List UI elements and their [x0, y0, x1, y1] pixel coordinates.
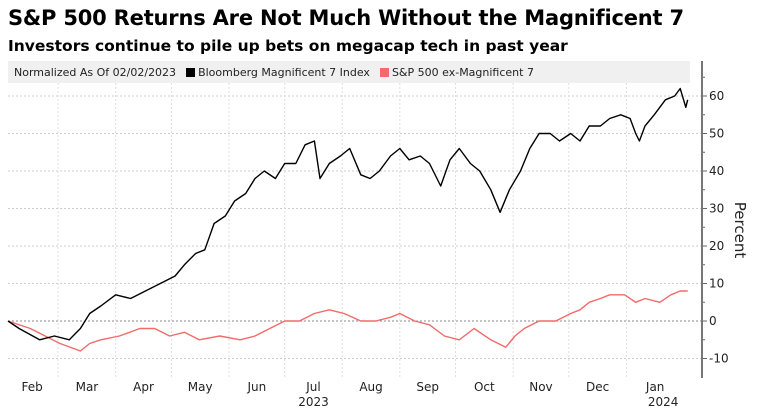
- x-tick-label: Dec: [586, 380, 609, 394]
- x-tick-label: Aug: [359, 380, 382, 394]
- x-tick-label: Feb: [22, 380, 43, 394]
- y-tick-label: 0: [709, 314, 717, 328]
- x-tick-label: Jan: [645, 380, 665, 394]
- legend-label: Bloomberg Magnificent 7 Index: [198, 65, 370, 79]
- x-tick-label: Mar: [76, 380, 99, 394]
- x-tick-label: May: [188, 380, 213, 394]
- series-line-mag7-index: [7, 87, 689, 341]
- chart-subtitle: Investors continue to pile up bets on me…: [8, 37, 568, 55]
- legend-item-ex-mag7: S&P 500 ex-Magnificent 7: [379, 65, 534, 79]
- x-tick-label: Jul: [305, 380, 320, 394]
- legend-swatch: [379, 67, 389, 77]
- y-tick-label: 60: [709, 89, 724, 103]
- x-tick-label: Apr: [133, 380, 154, 394]
- y-tick-label: -10: [709, 352, 729, 366]
- y-axis-label: Percent: [731, 202, 749, 259]
- legend-swatch: [186, 67, 196, 77]
- chart-title: S&P 500 Returns Are Not Much Without the…: [8, 6, 684, 30]
- x-tick-label: Oct: [474, 380, 495, 394]
- series-line-sp500-ex-mag7: [7, 290, 688, 352]
- x-year-label: 2023: [298, 395, 329, 409]
- legend-label: S&P 500 ex-Magnificent 7: [391, 65, 534, 79]
- x-year-label: 2024: [648, 395, 679, 409]
- x-tick-label: Nov: [529, 380, 552, 394]
- x-tick-label: Jun: [246, 380, 266, 394]
- y-tick-label: 20: [709, 239, 724, 253]
- y-tick-label: 40: [709, 164, 724, 178]
- legend: Normalized As Of 02/02/2023 Bloomberg Ma…: [8, 61, 690, 83]
- y-tick-label: 50: [709, 127, 724, 141]
- legend-note: Normalized As Of 02/02/2023: [14, 65, 177, 79]
- legend-item-mag7: Bloomberg Magnificent 7 Index: [186, 66, 370, 79]
- x-tick-label: Sep: [416, 380, 439, 394]
- y-tick-label: 10: [709, 277, 724, 291]
- y-tick-label: 30: [709, 202, 724, 216]
